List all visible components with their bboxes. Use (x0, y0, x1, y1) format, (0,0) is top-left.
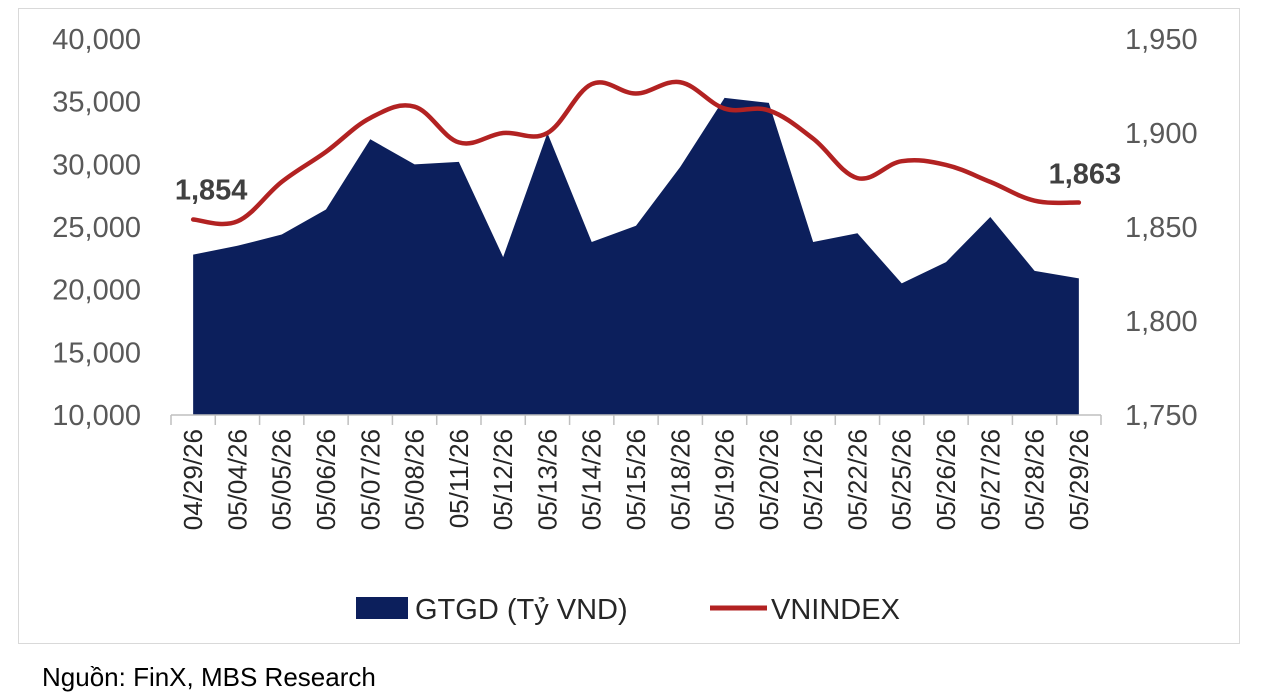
x-tick-label: 05/26/26 (931, 429, 961, 530)
x-tick-label: 05/20/26 (754, 429, 784, 530)
y-right-tick-label: 1,900 (1125, 118, 1198, 150)
x-tick-label: 05/29/26 (1064, 429, 1094, 530)
y-left-tick-label: 10,000 (52, 400, 141, 432)
x-tick-label: 05/15/26 (621, 429, 651, 530)
y-right-tick-label: 1,850 (1125, 212, 1198, 244)
annotation-layer: 1,854 1,863 (175, 159, 1121, 207)
y-right-tick-label: 1,800 (1125, 306, 1198, 338)
vnindex-line-series (190, 79, 1082, 227)
source-note: Nguồn: FinX, MBS Research (42, 662, 376, 692)
gtgd-area-layer (193, 97, 1079, 415)
legend-label-vnindex: VNINDEX (771, 594, 900, 626)
x-tick-label: 05/04/26 (222, 429, 252, 530)
chart-frame: 04/29/26 05/04/26 05/05/26 05/06/26 05/07/26… (18, 8, 1240, 644)
x-tick-label: 05/21/26 (798, 429, 828, 530)
x-tick-label: 05/05/26 (267, 429, 297, 530)
y-left-axis-layer: 10,000 15,000 20,000 25,000 30,000 35,000 40,0… (52, 24, 141, 432)
x-tick-label: 05/08/26 (400, 429, 430, 530)
x-tick-label: 05/11/26 (444, 429, 474, 528)
y-left-tick-label: 25,000 (52, 212, 141, 244)
x-axis-layer: 04/29/26 05/04/26 05/05/26 05/06/26 05/07/26… (170, 414, 1102, 530)
y-left-tick-label: 40,000 (52, 24, 141, 56)
x-tick-label: 05/27/26 (975, 429, 1005, 530)
vnindex-line-layer (190, 79, 1082, 227)
x-tick-label: 05/13/26 (532, 429, 562, 530)
legend-swatch-gtgd (356, 597, 408, 619)
legend-label-gtgd: GTGD (Tỷ VND) (415, 594, 628, 626)
legend: GTGD (Tỷ VND) VNINDEX (356, 594, 900, 626)
x-tick-label: 05/14/26 (577, 429, 607, 530)
x-tick-label: 05/25/26 (887, 429, 917, 530)
x-tick-label: 04/29/26 (178, 429, 208, 530)
y-left-tick-label: 30,000 (52, 149, 141, 181)
x-tick-label: 05/22/26 (842, 429, 872, 530)
x-tick-label: 05/18/26 (665, 429, 695, 530)
x-tick-label: 05/28/26 (1020, 429, 1050, 530)
x-tick-label: 05/19/26 (710, 429, 740, 530)
vnindex-last-label: 1,863 (1049, 159, 1122, 191)
y-left-tick-label: 15,000 (52, 337, 141, 369)
y-left-tick-label: 20,000 (52, 275, 141, 307)
y-right-axis-layer: 1,750 1,800 1,850 1,900 1,950 (1125, 24, 1198, 432)
gtgd-area-series (193, 97, 1079, 415)
vnindex-first-label: 1,854 (175, 174, 248, 206)
y-left-tick-label: 35,000 (52, 87, 141, 119)
x-tick-label: 05/07/26 (355, 429, 385, 530)
chart-svg: 04/29/26 05/04/26 05/05/26 05/06/26 05/07/26… (52, 24, 1198, 626)
y-right-tick-label: 1,950 (1125, 24, 1198, 56)
y-right-tick-label: 1,750 (1125, 400, 1198, 432)
x-tick-label: 05/12/26 (488, 429, 518, 530)
x-tick-label: 05/06/26 (311, 429, 341, 530)
